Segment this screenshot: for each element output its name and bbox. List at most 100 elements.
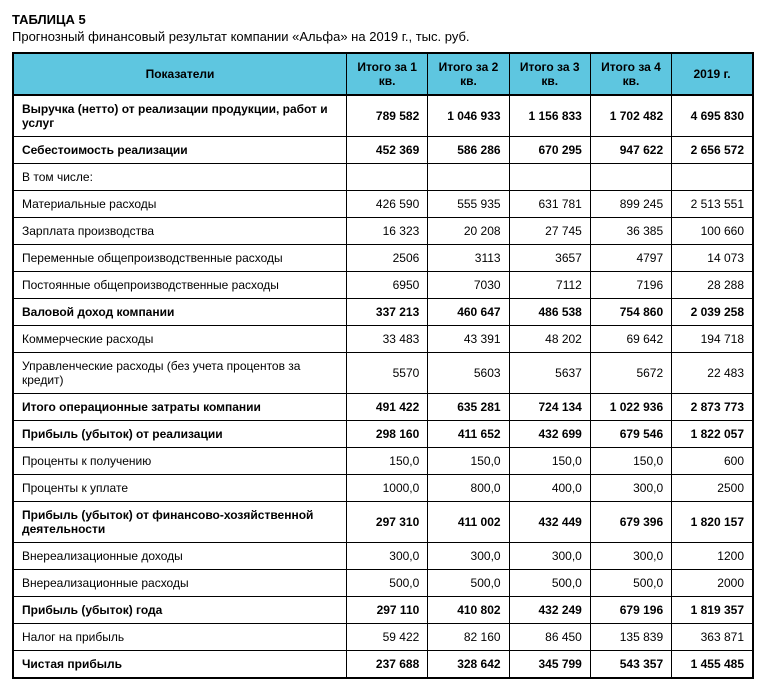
table-body: Выручка (нетто) от реализации продукции,… bbox=[13, 95, 753, 678]
col-header-q4: Итого за 4 кв. bbox=[590, 53, 671, 95]
row-cell: 3657 bbox=[509, 245, 590, 272]
row-cell: 7112 bbox=[509, 272, 590, 299]
col-header-indicators: Показатели bbox=[13, 53, 347, 95]
row-label: Итого операционные затраты компании bbox=[13, 394, 347, 421]
row-cell: 789 582 bbox=[347, 95, 428, 137]
table-row: Итого операционные затраты компании491 4… bbox=[13, 394, 753, 421]
row-cell: 432 699 bbox=[509, 421, 590, 448]
row-cell: 14 073 bbox=[672, 245, 753, 272]
row-cell: 947 622 bbox=[590, 137, 671, 164]
table-row: Валовой доход компании337 213460 647486 … bbox=[13, 299, 753, 326]
row-cell: 4797 bbox=[590, 245, 671, 272]
row-cell: 411 002 bbox=[428, 502, 509, 543]
row-cell: 33 483 bbox=[347, 326, 428, 353]
row-cell: 1 822 057 bbox=[672, 421, 753, 448]
row-label: Себестоимость реализации bbox=[13, 137, 347, 164]
row-cell: 300,0 bbox=[347, 543, 428, 570]
row-cell: 28 288 bbox=[672, 272, 753, 299]
table-row: Коммерческие расходы33 48343 39148 20269… bbox=[13, 326, 753, 353]
row-cell bbox=[672, 164, 753, 191]
row-cell: 1 156 833 bbox=[509, 95, 590, 137]
row-label: Внереализационные доходы bbox=[13, 543, 347, 570]
table-row: Налог на прибыль59 42282 16086 450135 83… bbox=[13, 624, 753, 651]
row-cell bbox=[428, 164, 509, 191]
col-header-q1: Итого за 1 кв. bbox=[347, 53, 428, 95]
table-header-row: Показатели Итого за 1 кв. Итого за 2 кв.… bbox=[13, 53, 753, 95]
row-cell: 1 046 933 bbox=[428, 95, 509, 137]
row-cell: 300,0 bbox=[590, 543, 671, 570]
row-cell: 48 202 bbox=[509, 326, 590, 353]
row-cell: 2 656 572 bbox=[672, 137, 753, 164]
table-row: Выручка (нетто) от реализации продукции,… bbox=[13, 95, 753, 137]
row-cell: 1 820 157 bbox=[672, 502, 753, 543]
row-cell: 2 873 773 bbox=[672, 394, 753, 421]
row-cell: 452 369 bbox=[347, 137, 428, 164]
row-cell: 2500 bbox=[672, 475, 753, 502]
row-cell: 16 323 bbox=[347, 218, 428, 245]
row-cell: 410 802 bbox=[428, 597, 509, 624]
row-cell: 300,0 bbox=[428, 543, 509, 570]
table-row: В том числе: bbox=[13, 164, 753, 191]
row-cell: 500,0 bbox=[509, 570, 590, 597]
row-cell: 4 695 830 bbox=[672, 95, 753, 137]
row-label: Налог на прибыль bbox=[13, 624, 347, 651]
row-cell: 150,0 bbox=[509, 448, 590, 475]
row-cell bbox=[590, 164, 671, 191]
row-cell: 7196 bbox=[590, 272, 671, 299]
row-cell: 600 bbox=[672, 448, 753, 475]
row-label: В том числе: bbox=[13, 164, 347, 191]
row-cell: 432 249 bbox=[509, 597, 590, 624]
row-cell: 1 819 357 bbox=[672, 597, 753, 624]
row-cell: 426 590 bbox=[347, 191, 428, 218]
row-cell: 300,0 bbox=[509, 543, 590, 570]
row-cell: 631 781 bbox=[509, 191, 590, 218]
row-cell: 100 660 bbox=[672, 218, 753, 245]
row-cell bbox=[509, 164, 590, 191]
row-cell: 22 483 bbox=[672, 353, 753, 394]
row-cell: 27 745 bbox=[509, 218, 590, 245]
row-cell: 400,0 bbox=[509, 475, 590, 502]
row-label: Валовой доход компании bbox=[13, 299, 347, 326]
row-label: Проценты к уплате bbox=[13, 475, 347, 502]
row-cell: 135 839 bbox=[590, 624, 671, 651]
row-cell: 69 642 bbox=[590, 326, 671, 353]
table-row: Управленческие расходы (без учета процен… bbox=[13, 353, 753, 394]
row-cell: 297 310 bbox=[347, 502, 428, 543]
table-row: Проценты к уплате1000,0800,0400,0300,025… bbox=[13, 475, 753, 502]
table-row: Прибыль (убыток) от финансово-хозяйствен… bbox=[13, 502, 753, 543]
row-cell: 500,0 bbox=[590, 570, 671, 597]
row-cell: 5637 bbox=[509, 353, 590, 394]
row-cell: 724 134 bbox=[509, 394, 590, 421]
row-cell: 82 160 bbox=[428, 624, 509, 651]
row-cell: 486 538 bbox=[509, 299, 590, 326]
row-cell: 237 688 bbox=[347, 651, 428, 679]
row-cell: 555 935 bbox=[428, 191, 509, 218]
row-cell: 411 652 bbox=[428, 421, 509, 448]
row-label: Прибыль (убыток) от финансово-хозяйствен… bbox=[13, 502, 347, 543]
row-cell bbox=[347, 164, 428, 191]
table-row: Постоянные общепроизводственные расходы6… bbox=[13, 272, 753, 299]
row-cell: 59 422 bbox=[347, 624, 428, 651]
row-cell: 460 647 bbox=[428, 299, 509, 326]
row-cell: 2 039 258 bbox=[672, 299, 753, 326]
row-cell: 194 718 bbox=[672, 326, 753, 353]
table-row: Внереализационные доходы300,0300,0300,03… bbox=[13, 543, 753, 570]
row-cell: 2506 bbox=[347, 245, 428, 272]
row-cell: 500,0 bbox=[347, 570, 428, 597]
row-cell: 345 799 bbox=[509, 651, 590, 679]
row-cell: 5672 bbox=[590, 353, 671, 394]
col-header-q2: Итого за 2 кв. bbox=[428, 53, 509, 95]
table-row: Прибыль (убыток) года297 110410 802432 2… bbox=[13, 597, 753, 624]
table-row: Переменные общепроизводственные расходы2… bbox=[13, 245, 753, 272]
financial-table: Показатели Итого за 1 кв. Итого за 2 кв.… bbox=[12, 52, 754, 679]
row-cell: 679 196 bbox=[590, 597, 671, 624]
row-cell: 363 871 bbox=[672, 624, 753, 651]
row-cell: 297 110 bbox=[347, 597, 428, 624]
row-cell: 20 208 bbox=[428, 218, 509, 245]
row-cell: 6950 bbox=[347, 272, 428, 299]
table-row: Внереализационные расходы500,0500,0500,0… bbox=[13, 570, 753, 597]
row-cell: 1 702 482 bbox=[590, 95, 671, 137]
row-cell: 1000,0 bbox=[347, 475, 428, 502]
row-cell: 670 295 bbox=[509, 137, 590, 164]
row-label: Проценты к получению bbox=[13, 448, 347, 475]
